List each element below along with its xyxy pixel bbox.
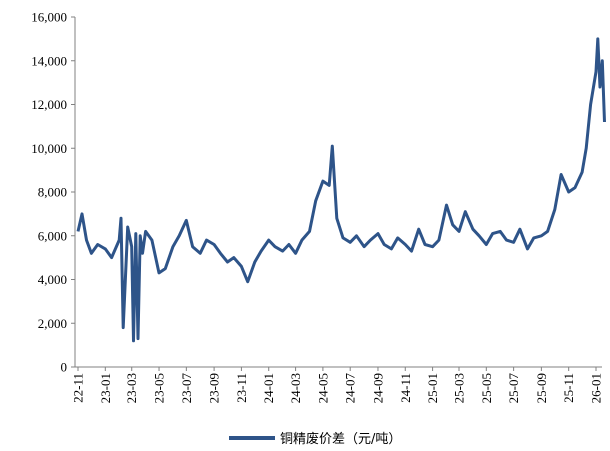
x-tick-label: 23-09	[207, 373, 222, 403]
x-tick-label: 24-07	[343, 373, 358, 404]
y-tick-label: 6,000	[38, 228, 67, 243]
x-tick-label: 24-11	[398, 373, 413, 403]
legend-label: 铜精废价差（元/吨）	[280, 431, 401, 447]
y-tick-label: 4,000	[38, 272, 67, 287]
x-tick-label: 25-03	[452, 373, 467, 403]
legend: 铜精废价差（元/吨）	[229, 431, 401, 447]
y-tick-label: 12,000	[31, 97, 67, 112]
x-ticks: 22-11 23-01 23-03 23-05 23-07 23-09 23-11 24-01…	[71, 367, 604, 403]
series-line-0	[76, 37, 606, 343]
x-tick-label: 25-05	[479, 373, 494, 403]
x-tick-label: 23-05	[152, 373, 167, 403]
x-tick-label: 24-01	[261, 373, 276, 403]
y-tick-label: 16,000	[31, 10, 67, 25]
x-tick-label: 24-09	[370, 373, 385, 403]
x-tick-label: 24-03	[288, 373, 303, 403]
x-tick-label: 25-09	[534, 373, 549, 403]
x-tick-label: 25-01	[425, 373, 440, 403]
x-tick-label: 25-11	[561, 373, 576, 403]
x-tick-label: 23-07	[179, 373, 194, 404]
y-tick-label: 14,000	[31, 53, 67, 68]
x-tick-label: 23-01	[98, 373, 113, 403]
y-ticks: 0 2,000 4,000 6,000 8,000 10,000 12,000 14,000 1…	[31, 10, 75, 375]
x-tick-label: 23-03	[124, 373, 139, 403]
y-tick-label: 2,000	[38, 316, 67, 331]
y-tick-label: 10,000	[31, 141, 67, 156]
x-tick-label: 24-05	[315, 373, 330, 403]
x-tick-label: 26-01	[589, 373, 604, 403]
y-tick-label: 8,000	[38, 185, 67, 200]
series-layer	[76, 37, 606, 343]
x-tick-label: 23-11	[234, 373, 249, 403]
y-tick-label: 0	[61, 360, 68, 375]
axes	[74, 17, 602, 368]
x-tick-label: 22-11	[71, 373, 86, 403]
x-tick-label: 25-07	[506, 373, 521, 404]
